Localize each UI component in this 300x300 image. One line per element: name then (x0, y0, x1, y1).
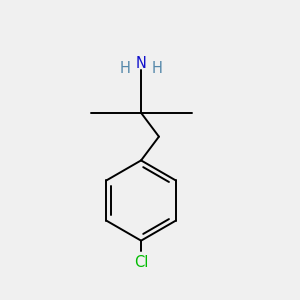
Text: H: H (119, 61, 130, 76)
Text: H: H (152, 61, 163, 76)
Text: N: N (136, 56, 146, 71)
Text: Cl: Cl (134, 255, 148, 270)
